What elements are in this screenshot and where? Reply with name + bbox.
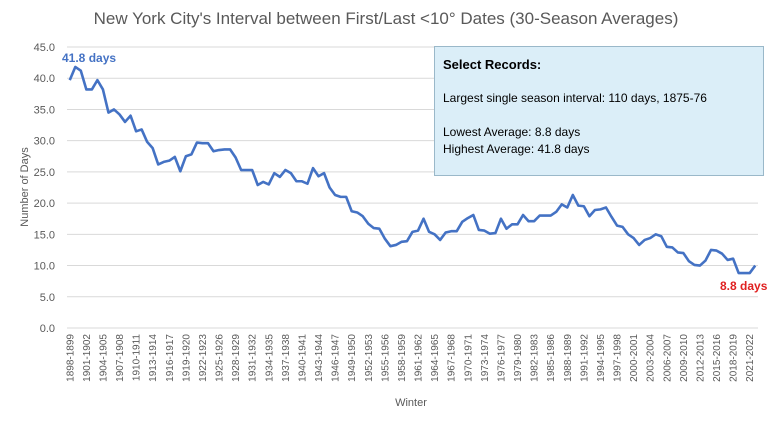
x-tick-label: 1961-1962 [414, 334, 425, 382]
x-tick-label: 1925-1926 [215, 334, 226, 382]
y-tick-label: 20.0 [34, 198, 55, 210]
x-tick-label: 1919-1920 [181, 334, 192, 382]
x-tick-label: 1901-1902 [82, 334, 93, 382]
record-largest-interval: Largest single season interval: 110 days… [443, 91, 707, 105]
x-tick-label: 1988-1989 [563, 334, 574, 382]
y-tick-label: 10.0 [34, 261, 55, 273]
x-tick-label: 1898-1899 [65, 334, 76, 382]
x-tick-label: 1997-1998 [613, 334, 624, 382]
x-tick-label: 1973-1974 [480, 334, 491, 382]
y-tick-label: 45.0 [34, 42, 55, 54]
y-tick-label: 0.0 [40, 323, 55, 335]
series-line [68, 65, 757, 275]
x-tick-label: 1994-1995 [596, 334, 607, 382]
records-box-title: Select Records: [443, 57, 542, 72]
record-highest-average: Highest Average: 41.8 days [443, 142, 590, 156]
x-tick-label: 1913-1914 [148, 334, 159, 382]
x-tick-label: 1928-1929 [231, 334, 242, 382]
x-tick-label: 1916-1917 [165, 334, 176, 382]
select-records-box: Select Records: Largest single season in… [434, 46, 764, 176]
y-tick-label: 15.0 [34, 229, 55, 241]
y-tick-label: 40.0 [34, 73, 55, 85]
x-tick-label: 1970-1971 [463, 334, 474, 382]
x-tick-label: 1934-1935 [264, 334, 275, 382]
x-tick-label: 1976-1977 [496, 334, 507, 382]
x-tick-label: 2006-2007 [662, 334, 673, 382]
x-tick-label: 1952-1953 [364, 334, 375, 382]
x-tick-label: 1991-1992 [579, 334, 590, 382]
x-tick-label: 1949-1950 [347, 334, 358, 382]
series-layer [68, 65, 757, 275]
x-tick-label: 2012-2013 [695, 334, 706, 382]
x-tick-label: 2009-2010 [679, 334, 690, 382]
x-tick-label: 1979-1980 [513, 334, 524, 382]
x-tick-label: 1985-1986 [546, 334, 557, 382]
x-tick-label: 1943-1944 [314, 334, 325, 382]
y-tick-label: 30.0 [34, 136, 55, 148]
x-tick-label: 2003-2004 [646, 334, 657, 382]
x-tick-label: 1907-1908 [115, 334, 126, 382]
max-value-label: 41.8 days [62, 51, 117, 65]
x-tick-label: 1910-1911 [132, 334, 143, 382]
y-tick-label: 5.0 [40, 292, 55, 304]
x-tick-label: 2021-2022 [745, 334, 756, 382]
y-tick-label: 25.0 [34, 167, 55, 179]
x-tick-label: 1922-1923 [198, 334, 209, 382]
x-axis-ticks: 1898-1899 1901-1902 1904-1905 1907-1908 1910… [65, 334, 756, 382]
x-axis-title: Winter [395, 397, 427, 409]
y-axis-title: Number of Days [19, 147, 31, 227]
y-tick-label: 35.0 [34, 104, 55, 116]
x-tick-label: 2018-2019 [729, 334, 740, 382]
x-tick-label: 2015-2016 [712, 334, 723, 382]
x-tick-label: 1940-1941 [297, 334, 308, 382]
x-tick-label: 1931-1932 [248, 334, 259, 382]
min-value-label: 8.8 days [720, 279, 768, 293]
record-lowest-average: Lowest Average: 8.8 days [443, 125, 581, 139]
x-tick-label: 1937-1938 [281, 334, 292, 382]
x-tick-label: 1958-1959 [397, 334, 408, 382]
x-tick-label: 1955-1956 [380, 334, 391, 382]
y-axis-ticks: 0.0 5.0 10.0 15.0 20.0 25.0 30.0 35.0 40.0 45.0 [34, 42, 55, 335]
chart-title: New York City's Interval between First/L… [93, 9, 679, 28]
x-tick-label: 1967-1968 [447, 334, 458, 382]
x-tick-label: 2000-2001 [629, 334, 640, 382]
x-tick-label: 1946-1947 [331, 334, 342, 382]
x-tick-label: 1982-1983 [530, 334, 541, 382]
x-tick-label: 1904-1905 [98, 334, 109, 382]
x-tick-label: 1964-1965 [430, 334, 441, 382]
